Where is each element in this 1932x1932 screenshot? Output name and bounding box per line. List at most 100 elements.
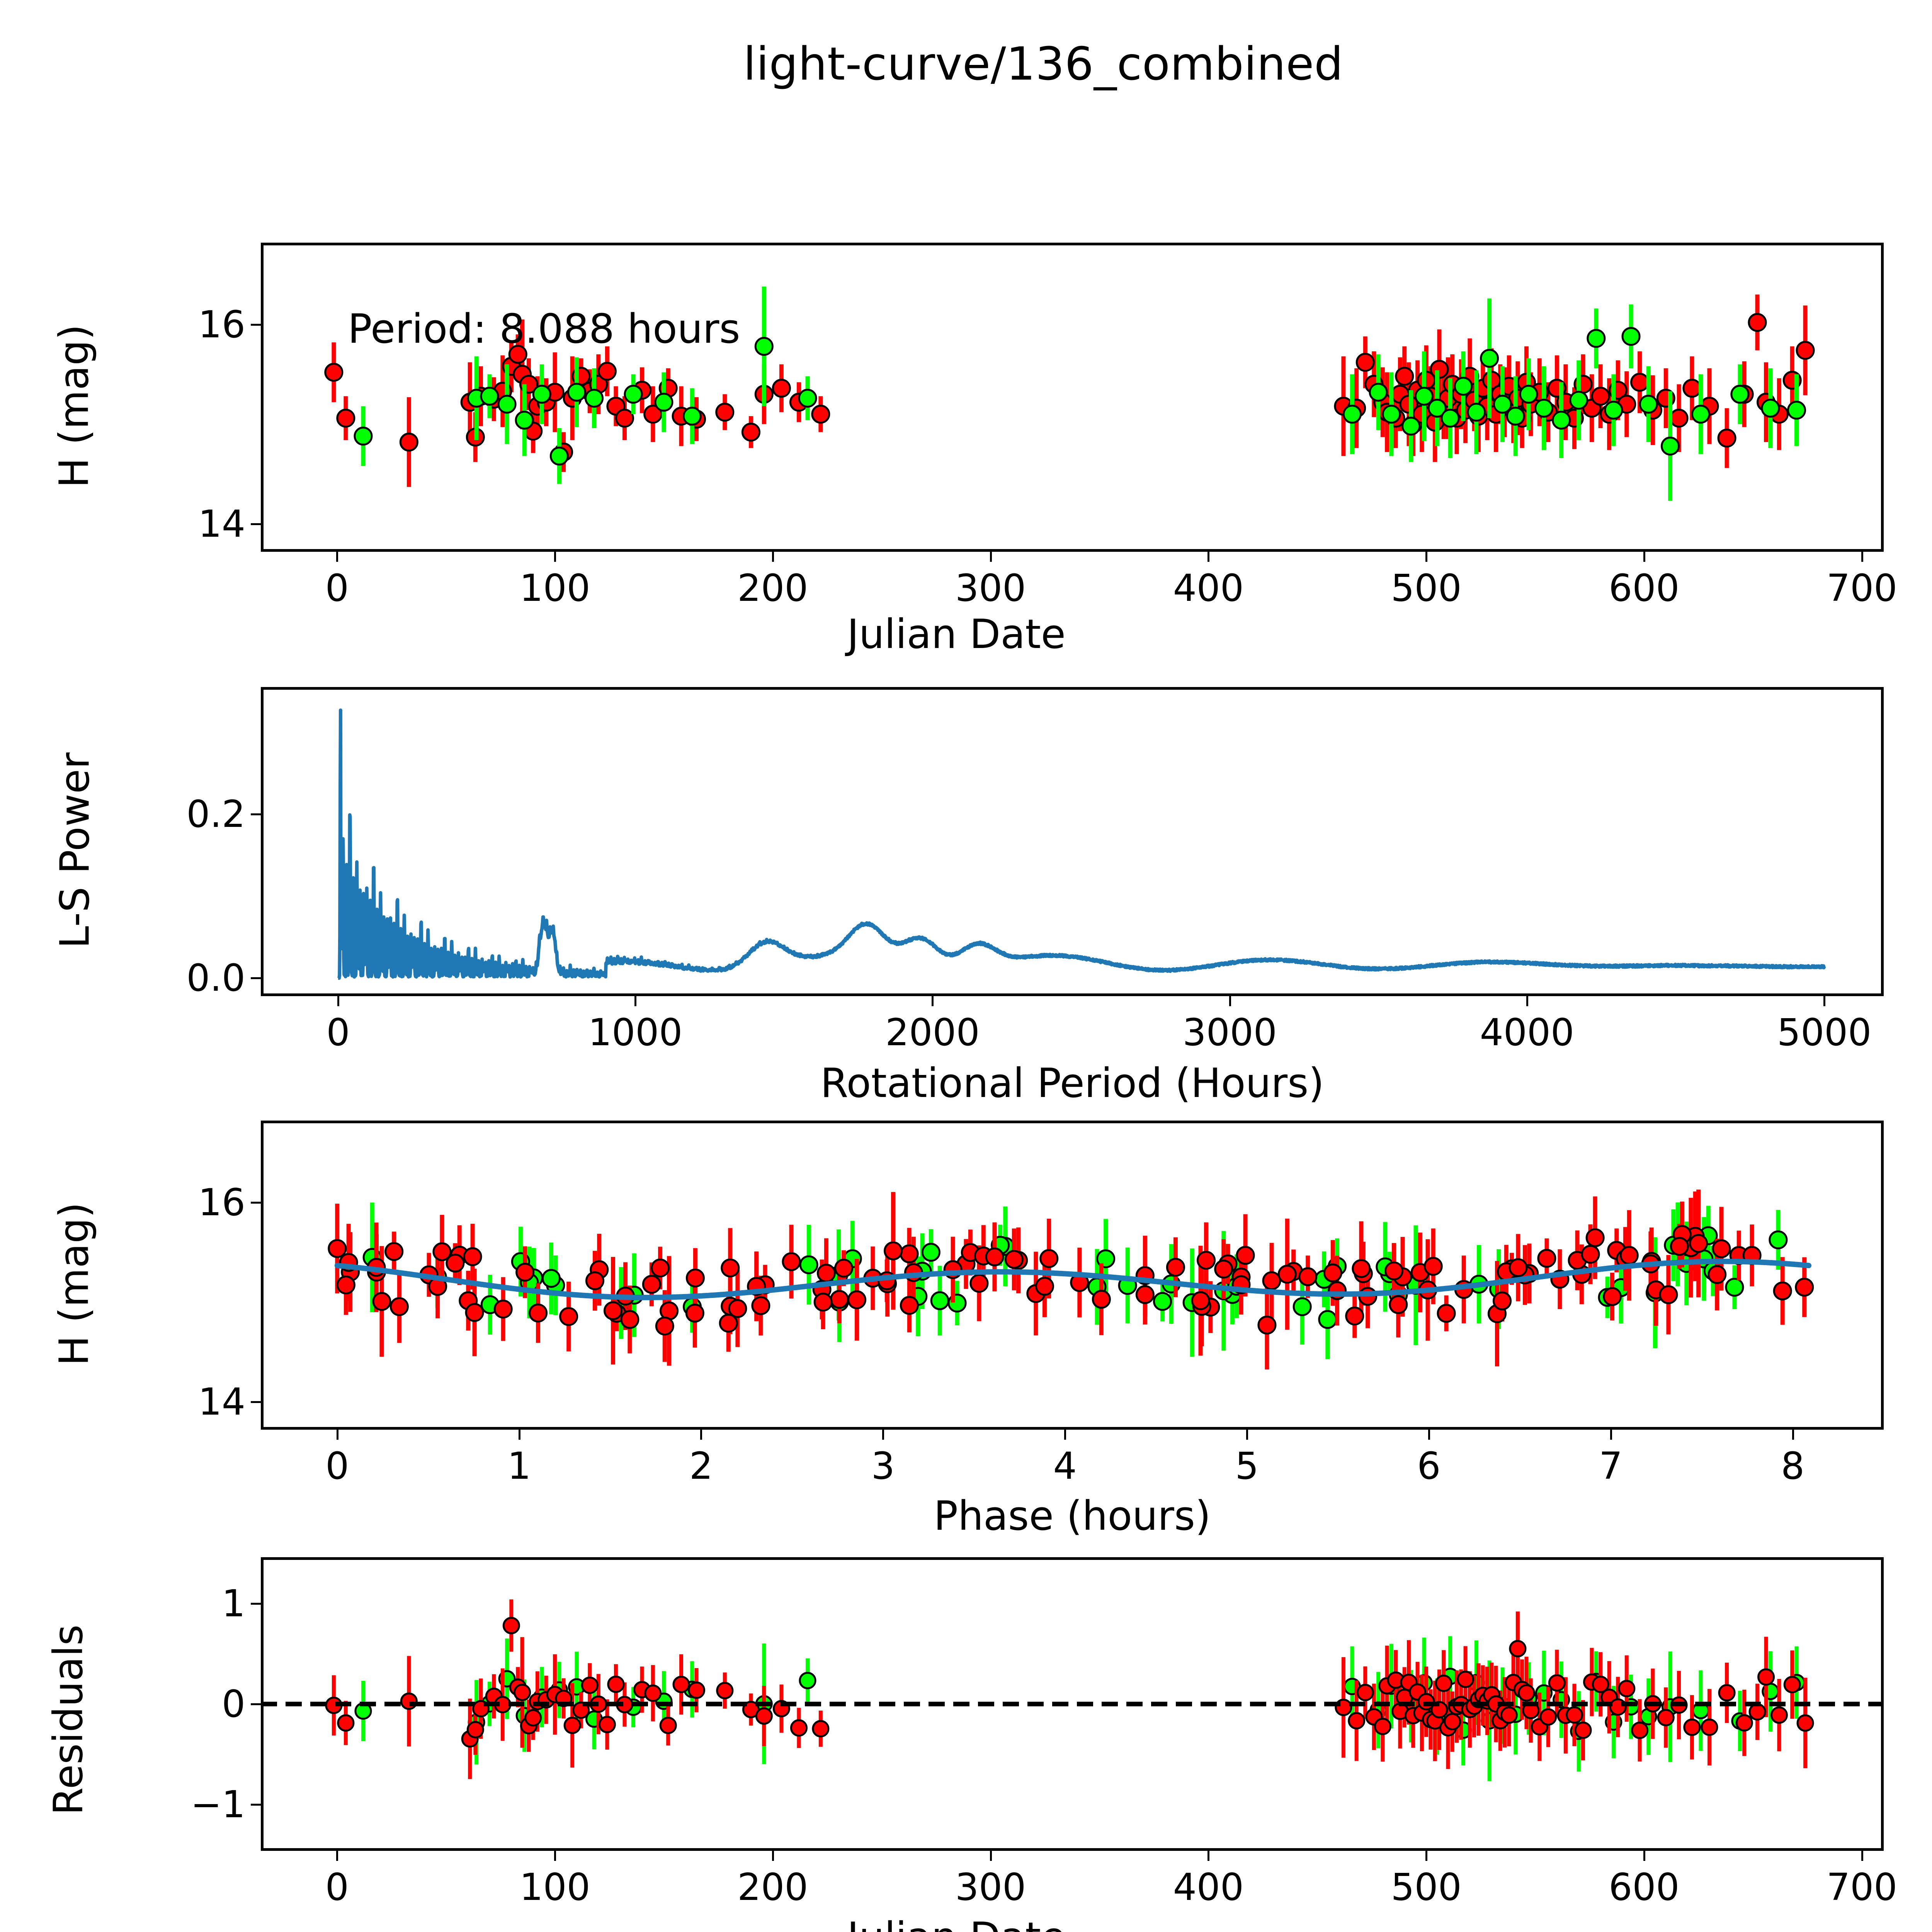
ytick-label: 0 (221, 1682, 245, 1726)
ytick-label: 0.0 (186, 956, 245, 1000)
data-point (1509, 1258, 1528, 1277)
xtick-label: 4 (1053, 1444, 1077, 1488)
xtick-mark (990, 552, 992, 562)
xtick-mark (1064, 1430, 1066, 1440)
data-point (1718, 1684, 1736, 1702)
data-point (1787, 401, 1806, 420)
data-point (1039, 1249, 1059, 1268)
xtick-label: 6 (1417, 1444, 1441, 1488)
xtick-mark (554, 552, 556, 562)
xtick-label: 100 (519, 566, 590, 610)
xtick-mark (336, 1851, 338, 1861)
data-point (1348, 1712, 1366, 1730)
data-point (432, 1242, 452, 1262)
data-point (751, 1296, 770, 1315)
data-point (1783, 1676, 1801, 1694)
data-point (1708, 1265, 1727, 1284)
xtick-label: 0 (325, 566, 349, 610)
data-point (372, 1292, 391, 1311)
xtick-label: 100 (519, 1866, 590, 1909)
data-point (1355, 353, 1375, 372)
xtick-label: 3 (871, 1444, 895, 1488)
xtick-mark (1792, 1430, 1794, 1440)
data-point (1712, 1239, 1731, 1259)
data-point (1537, 1249, 1556, 1268)
xtick-mark (700, 1430, 702, 1440)
xtick-label: 5000 (1777, 1011, 1872, 1054)
data-point (446, 1253, 465, 1273)
ytick-label: 1 (221, 1582, 245, 1625)
data-point (1323, 1263, 1342, 1282)
xtick-mark (336, 552, 338, 562)
data-point (1534, 398, 1554, 418)
data-point (685, 1303, 704, 1323)
data-point (1374, 1718, 1391, 1735)
ytick-mark (251, 1602, 261, 1605)
panel-phasefold-xlabel: Phase (hours) (934, 1492, 1211, 1539)
data-point (1725, 1277, 1744, 1297)
xtick-label: 300 (955, 566, 1026, 610)
data-point (654, 393, 673, 412)
data-point (1509, 1640, 1527, 1658)
periodogram-line (337, 708, 1826, 980)
data-point (1773, 1281, 1792, 1301)
data-point (384, 1242, 404, 1261)
xtick-label: 700 (1826, 566, 1898, 610)
data-point (1609, 1698, 1627, 1716)
panel-lightcurve-plot (324, 286, 1815, 501)
data-point (1191, 1291, 1210, 1310)
xtick-mark (1861, 552, 1863, 562)
xtick-mark (990, 1851, 992, 1861)
data-point (651, 1259, 670, 1278)
xtick-label: 400 (1173, 566, 1244, 610)
xtick-label: 500 (1391, 566, 1462, 610)
data-point (813, 1293, 833, 1312)
data-point (1401, 417, 1421, 436)
ytick-label: 0.2 (186, 792, 245, 836)
sinusoid-fit-line (334, 1259, 1811, 1300)
data-point (1166, 1258, 1185, 1277)
data-point (337, 1714, 355, 1732)
data-point (324, 362, 344, 382)
data-point (799, 1672, 816, 1689)
xtick-mark (1428, 1430, 1430, 1440)
data-point (1382, 405, 1401, 424)
panel-lightcurve-ylabel: H (mag) (50, 324, 98, 488)
xtick-mark (1526, 996, 1528, 1006)
data-point (721, 1258, 740, 1277)
data-point (1569, 391, 1588, 410)
xtick-label: 600 (1609, 1866, 1680, 1909)
data-point (1669, 408, 1689, 428)
data-point (921, 1243, 940, 1262)
data-point (642, 1275, 661, 1294)
data-point (900, 1296, 919, 1315)
data-point (1197, 1251, 1216, 1270)
xtick-label: 0 (325, 1866, 349, 1909)
xtick-label: 200 (737, 566, 808, 610)
data-point (399, 432, 418, 452)
xtick-mark (1643, 552, 1645, 562)
data-point (1457, 1670, 1475, 1688)
data-point (930, 1291, 949, 1310)
xtick-label: 3000 (1182, 1011, 1277, 1054)
data-point (741, 422, 760, 442)
data-point (1619, 1246, 1639, 1265)
data-point (1661, 436, 1680, 456)
data-point (1581, 1245, 1600, 1264)
data-point (466, 1721, 484, 1738)
data-point (716, 1682, 734, 1699)
data-point (1689, 1234, 1708, 1253)
data-point (336, 1275, 355, 1294)
ytick-label: 14 (198, 502, 245, 546)
xtick-label: 400 (1173, 1866, 1244, 1909)
data-point (754, 337, 774, 356)
xtick-mark (772, 1851, 774, 1861)
panel-residuals-xlabel: Julian Date (847, 1913, 1066, 1932)
data-point (465, 1303, 484, 1322)
xtick-mark (336, 1430, 338, 1440)
data-point (1761, 398, 1780, 418)
data-point (624, 384, 643, 404)
data-point (1539, 1708, 1557, 1726)
data-point (1440, 408, 1460, 428)
